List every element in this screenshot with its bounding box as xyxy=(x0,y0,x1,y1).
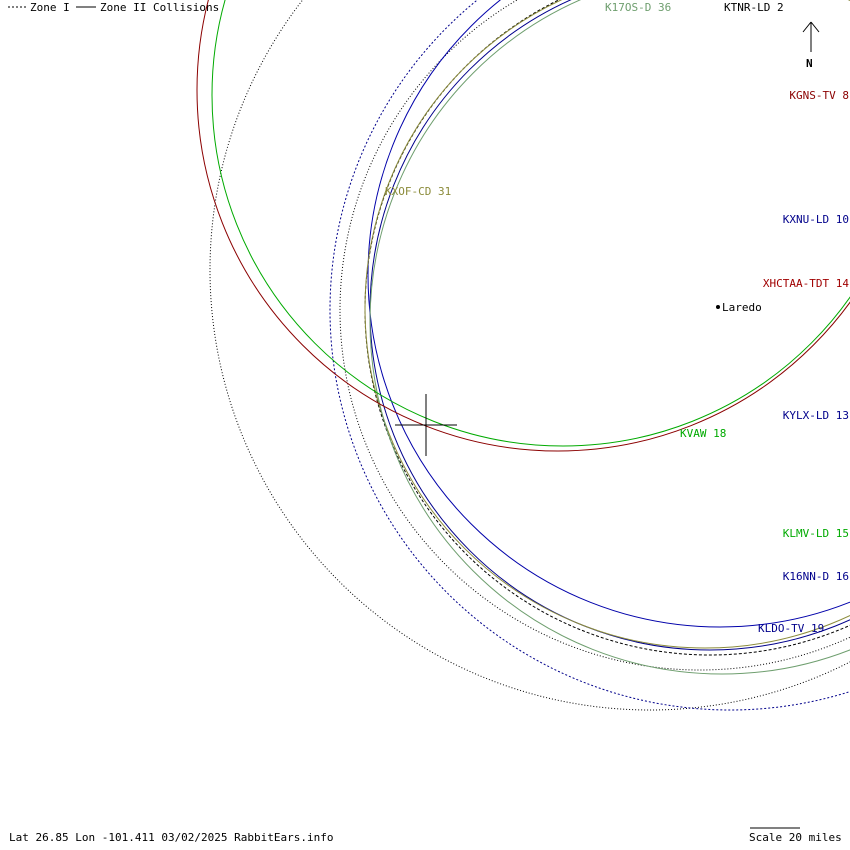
station-labels: K17OS-D 36 KTNR-LD 2 KGNS-TV 8 KXOF-CD 3… xyxy=(385,1,849,635)
contour-dotted-blue xyxy=(329,0,850,711)
location-crosshair xyxy=(395,394,457,456)
city-dot xyxy=(716,305,720,309)
contour-dotted-mid xyxy=(339,0,850,671)
north-arrow: N xyxy=(802,21,820,70)
station-label-kvaw[interactable]: KVAW 18 xyxy=(680,427,726,440)
scale-label: Scale 20 miles xyxy=(749,831,842,844)
station-label-klmv[interactable]: KLMV-LD 15 xyxy=(783,527,849,540)
station-label-kldo[interactable]: KLDO-TV 19 xyxy=(758,622,824,635)
coverage-contours xyxy=(196,0,850,711)
station-label-k16nn[interactable]: K16NN-D 16 xyxy=(783,570,849,583)
contour-dotted-large xyxy=(209,0,850,711)
contour-k17os xyxy=(369,0,850,675)
map-legend: Zone I Zone II Collisions xyxy=(8,1,219,14)
city-marker: Laredo xyxy=(716,301,762,314)
station-label-k17os[interactable]: K17OS-D 36 xyxy=(605,1,671,14)
city-label: Laredo xyxy=(722,301,762,314)
zone1-legend-label: Zone I xyxy=(30,1,70,14)
zone2-legend-label: Zone II Collisions xyxy=(100,1,219,14)
station-label-kxof[interactable]: KXOF-CD 31 xyxy=(385,185,451,198)
station-label-kgns[interactable]: KGNS-TV 8 xyxy=(789,89,849,102)
station-label-kylx[interactable]: KYLX-LD 13 xyxy=(783,409,849,422)
scale-bar: Scale 20 miles xyxy=(749,827,842,844)
north-label: N xyxy=(806,57,813,70)
contour-k16nn xyxy=(367,0,850,628)
contour-kgns xyxy=(196,0,850,452)
station-label-xhctaa[interactable]: XHCTAA-TDT 14 xyxy=(763,277,849,290)
contour-dashed-black xyxy=(364,0,850,656)
station-label-kxnu[interactable]: KXNU-LD 10 xyxy=(783,213,849,226)
location-footer: Lat 26.85 Lon -101.411 03/02/2025 Rabbit… xyxy=(9,831,334,844)
station-label-ktnr[interactable]: KTNR-LD 2 xyxy=(724,1,784,14)
contour-kxof xyxy=(364,0,850,649)
contour-kvaw xyxy=(211,0,850,447)
contour-kldo xyxy=(369,0,850,651)
